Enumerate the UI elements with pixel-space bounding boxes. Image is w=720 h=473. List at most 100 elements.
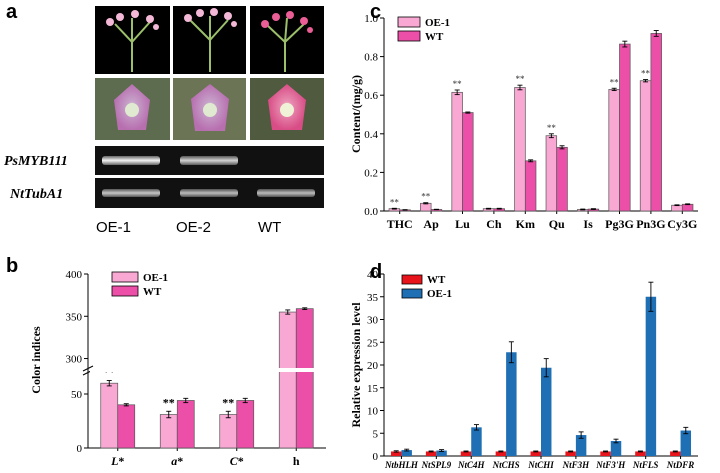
legend-d-text-0: WT: [427, 274, 446, 286]
y-tick-label: 30: [367, 315, 379, 327]
legend-c-swatch-0: [397, 16, 421, 28]
chart-d: 0 5 10 15 20 25 30 35 40 NtbHLH NtSPL9 NtC4H NtCHS Nt…: [367, 269, 698, 470]
band-nttuba1-oe1: [102, 189, 160, 197]
gel-label-nttuba1: NtTubA1: [9, 187, 63, 202]
y-tick-label: 25: [367, 337, 379, 349]
bar-OE-1-NtCHI: [541, 367, 552, 456]
bar-OE-1-Km: [514, 87, 526, 212]
bar-OE-1-Cy3G: [671, 204, 683, 212]
lane-label-oe1: OE-1: [96, 219, 131, 236]
y-tick-label: 35: [367, 292, 379, 304]
bar-OE-1-NtC4H: [471, 427, 482, 456]
y-tick-label: 0.8: [364, 52, 378, 64]
bar-WT-NtCHI: [530, 451, 541, 456]
bar-WT-Cy3G: [681, 203, 694, 212]
bar-OE-1-Lu: [451, 91, 463, 212]
band-nttuba1-oe2: [180, 189, 238, 197]
significance-OE-1-Lu: **: [453, 79, 463, 89]
x-tick-label: Km: [516, 217, 535, 231]
panel-label-d: d: [370, 261, 382, 283]
x-tick-label: THC: [387, 217, 413, 231]
band-psmyb111-oe1: [102, 156, 160, 165]
y-tick-label: 50: [71, 389, 83, 401]
significance-OE-1-Pg3G: **: [610, 77, 620, 87]
chart-c: 0.0 0.2 0.4 0.6 0.8 1.0 THC ** Ap ** Lu ** Ch Km ** Qu *…: [364, 13, 698, 231]
panel-label-a: a: [6, 1, 18, 23]
y-tick-label: 400: [66, 269, 83, 281]
legend-b-text-0: OE-1: [143, 272, 168, 284]
bar-WT-Pg3G: [619, 43, 631, 212]
x-tick-label: Qu: [549, 217, 565, 231]
x-tick-label: NtDFR: [666, 460, 695, 470]
x-tick-label: NtSPL9: [421, 460, 452, 470]
y-tick-label: 0.6: [364, 90, 378, 102]
y-tick-label: 0.0: [364, 206, 378, 218]
x-tick-label: NtF3H: [562, 460, 591, 470]
bar-WT-Km: [524, 160, 537, 212]
x-tick-label: Pg3G: [605, 217, 634, 231]
bar-WT-NtF3'H: [600, 451, 611, 456]
legend-c-text-1: WT: [425, 31, 444, 43]
panel-label-b: b: [6, 255, 18, 277]
x-tick-label: Cy3G: [667, 217, 697, 231]
gel-label-psmyb111: PsMYB111: [4, 154, 68, 169]
y-tick-label: 15: [367, 383, 379, 395]
x-tick-label: NtFLS: [632, 460, 659, 470]
y-tick-label: 300: [66, 354, 83, 366]
bar-OE-1-Qu: [545, 135, 558, 212]
x-tick-label: Ch: [486, 217, 502, 231]
significance-OE-1-Km: **: [515, 74, 525, 84]
bar-OE-1-Pg3G: [608, 89, 620, 212]
panel-label-c: c: [370, 1, 381, 23]
y-tick-label: 5: [373, 428, 379, 440]
y-tick-label: 0: [373, 451, 379, 463]
x-tick-label: L*: [110, 454, 124, 468]
band-psmyb111-oe2: [180, 156, 238, 165]
bar-WT-NtDFR: [670, 451, 681, 456]
y-tick-label: 1.0: [364, 13, 378, 25]
x-tick-label: a*: [171, 454, 183, 468]
band-nttuba1-wt: [257, 189, 315, 197]
y-tick-label: 40: [367, 269, 379, 281]
x-tick-label: Lu: [455, 217, 470, 231]
bar-OE-1-NtbHLH: [401, 450, 412, 456]
bar-OE-1-Pn3G: [639, 80, 652, 212]
bar-OE-1-a*: [159, 414, 178, 449]
bar-WT-NtF3H: [565, 451, 576, 456]
y-tick-label: 350: [66, 311, 83, 323]
y-tick-label: 10: [367, 406, 379, 418]
x-tick-label: C*: [230, 454, 244, 468]
bar-OE-1-h: [278, 311, 297, 449]
significance-OE-1-C*: **: [222, 395, 234, 409]
legend-d-swatch-0: [401, 274, 423, 285]
y-tick-label: 20: [367, 360, 379, 372]
bar-OE-1-NtCHS: [506, 352, 517, 456]
x-tick-label: NtCHS: [492, 460, 520, 470]
chart-d-ylabel: Relative expression level: [349, 302, 363, 428]
significance-OE-1-a*: **: [163, 395, 175, 409]
bar-OE-1-NtFLS: [645, 296, 657, 456]
legend-d-text-1: OE-1: [427, 288, 452, 300]
bar-WT-h: [295, 308, 314, 449]
bar-WT-Pn3G: [650, 33, 662, 212]
axis-break-mark: [82, 365, 94, 372]
x-tick-label: NtbHLH: [384, 460, 419, 470]
legend-c-swatch-1: [397, 30, 421, 42]
axis-break-gap: [90, 368, 328, 372]
x-tick-label: NtCHI: [527, 460, 554, 470]
panel-a-photos: [95, 6, 324, 140]
chart-b-ylabel: Color indices: [29, 326, 43, 394]
bar-OE-1-NtF3'H: [610, 440, 622, 456]
bar-OE-1-NtSPL9: [436, 450, 447, 456]
bar-WT-NtbHLH: [390, 451, 402, 456]
x-tick-label: NtC4H: [457, 460, 486, 470]
legend-b-swatch-0: [111, 271, 139, 283]
x-tick-label: Ap: [423, 217, 439, 231]
panel-a-gel: [95, 146, 324, 208]
x-tick-label: Pn3G: [636, 217, 665, 231]
bar-WT-Lu: [462, 112, 474, 212]
significance-OE-1-Qu: **: [547, 123, 557, 133]
bar-OE-1-NtDFR: [680, 430, 692, 456]
legend-b-text-1: WT: [143, 286, 162, 298]
